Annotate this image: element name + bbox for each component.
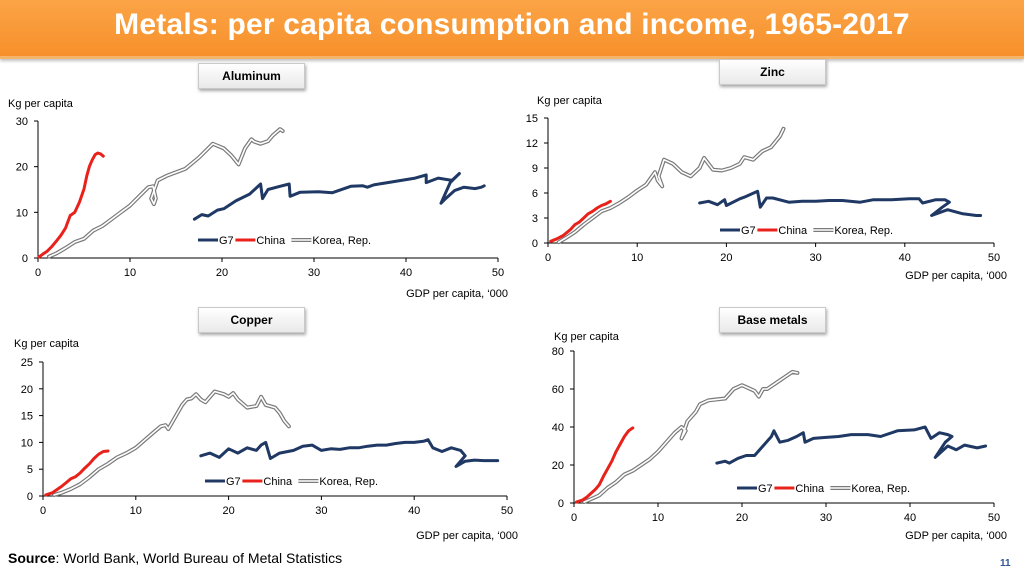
y-tick-label: 10 bbox=[21, 437, 33, 449]
x-tick-label: 0 bbox=[545, 252, 551, 264]
y-tick-label: 80 bbox=[552, 346, 564, 358]
y-tick-label: 5 bbox=[27, 464, 33, 476]
y-tick-label: 60 bbox=[552, 384, 564, 396]
series-line-g7 bbox=[715, 425, 988, 465]
x-axis-title: GDP per capita, ‘000 bbox=[905, 530, 1007, 542]
title-bar: Metals: per capita consumption and incom… bbox=[0, 0, 1024, 59]
series-line-china bbox=[44, 449, 110, 497]
series-line-g7 bbox=[199, 438, 500, 468]
legend-label-korea-rep: Korea, Rep. bbox=[312, 235, 371, 247]
series-line-g7 bbox=[192, 172, 486, 221]
source-text: : World Bank, World Bureau of Metal Stat… bbox=[55, 550, 343, 566]
x-tick-label: 40 bbox=[408, 505, 420, 517]
legend-label-g7: G7 bbox=[226, 476, 241, 488]
y-tick-label: 0 bbox=[27, 491, 33, 503]
chart-label-zinc: Zinc bbox=[719, 59, 826, 85]
y-tick-label: 25 bbox=[21, 357, 33, 369]
series-line-china bbox=[575, 426, 635, 504]
x-tick-label: 40 bbox=[899, 252, 911, 264]
x-tick-label: 0 bbox=[40, 505, 46, 517]
x-tick-label: 50 bbox=[501, 505, 513, 517]
page-number: 11 bbox=[1000, 558, 1011, 569]
legend-label-korea-rep: Korea, Rep. bbox=[319, 476, 378, 488]
y-tick-label: 0 bbox=[532, 238, 538, 250]
x-axis-title: GDP per capita, ‘000 bbox=[416, 530, 518, 542]
source-label: Source bbox=[8, 550, 56, 566]
series-line-china bbox=[549, 199, 612, 243]
x-tick-label: 30 bbox=[820, 512, 832, 524]
legend-label-g7: G7 bbox=[758, 483, 773, 495]
y-tick-label: 15 bbox=[526, 113, 538, 125]
y-tick-label: 3 bbox=[532, 213, 538, 225]
x-tick-label: 50 bbox=[492, 267, 504, 279]
chart-label-copper: Copper bbox=[198, 307, 305, 333]
source-note: Source: World Bank, World Bureau of Meta… bbox=[8, 550, 342, 566]
x-tick-label: 20 bbox=[222, 505, 234, 517]
legend-label-korea-rep: Korea, Rep. bbox=[851, 483, 910, 495]
y-axis-title: Kg per capita bbox=[8, 98, 74, 110]
series-line-g7 bbox=[698, 189, 983, 217]
series-line-china bbox=[37, 151, 105, 259]
page-title: Metals: per capita consumption and incom… bbox=[114, 8, 910, 41]
x-tick-label: 40 bbox=[904, 512, 916, 524]
y-tick-label: 40 bbox=[552, 422, 564, 434]
chart-label-aluminum: Aluminum bbox=[198, 63, 305, 89]
y-axis-title: Kg per capita bbox=[554, 331, 620, 343]
y-axis-title: Kg per capita bbox=[537, 95, 603, 107]
x-tick-label: 30 bbox=[308, 267, 320, 279]
legend-label-china: China bbox=[256, 235, 286, 247]
y-tick-label: 6 bbox=[532, 188, 538, 200]
x-tick-label: 20 bbox=[720, 252, 732, 264]
legend-label-china: China bbox=[263, 476, 293, 488]
x-tick-label: 20 bbox=[216, 267, 228, 279]
y-tick-label: 12 bbox=[526, 138, 538, 150]
x-axis-title: GDP per capita, ‘000 bbox=[406, 288, 508, 300]
y-tick-label: 30 bbox=[16, 116, 28, 128]
x-tick-label: 10 bbox=[130, 505, 142, 517]
x-tick-label: 10 bbox=[631, 252, 643, 264]
y-tick-label: 9 bbox=[532, 163, 538, 175]
x-tick-label: 50 bbox=[988, 252, 1000, 264]
x-tick-label: 50 bbox=[988, 512, 1000, 524]
x-tick-label: 10 bbox=[652, 512, 664, 524]
y-tick-label: 15 bbox=[21, 411, 33, 423]
chart-label-base-metals: Base metals bbox=[719, 307, 826, 333]
y-tick-label: 0 bbox=[558, 498, 564, 510]
series-line-korea-rep bbox=[53, 390, 290, 496]
y-tick-label: 0 bbox=[22, 253, 28, 265]
legend: G7 China Korea, Rep. bbox=[720, 225, 893, 237]
legend: G7 China Korea, Rep. bbox=[205, 476, 378, 488]
legend-label-china: China bbox=[795, 483, 825, 495]
x-tick-label: 30 bbox=[315, 505, 327, 517]
series-line-korea-rep bbox=[583, 371, 799, 503]
legend: G7 China Korea, Rep. bbox=[198, 235, 371, 247]
legend-label-china: China bbox=[778, 225, 808, 237]
series-line-korea-rep bbox=[557, 128, 785, 243]
legend: G7 China Korea, Rep. bbox=[737, 483, 910, 495]
y-tick-label: 20 bbox=[552, 460, 564, 472]
x-tick-label: 30 bbox=[809, 252, 821, 264]
x-tick-label: 10 bbox=[124, 267, 136, 279]
x-tick-label: 0 bbox=[571, 512, 577, 524]
series-line-korea-rep bbox=[48, 128, 284, 258]
legend-label-g7: G7 bbox=[219, 235, 234, 247]
y-tick-label: 20 bbox=[21, 384, 33, 396]
x-axis-title: GDP per capita, ‘000 bbox=[905, 270, 1007, 282]
legend-label-korea-rep: Korea, Rep. bbox=[834, 225, 893, 237]
x-tick-label: 20 bbox=[736, 512, 748, 524]
x-tick-label: 40 bbox=[400, 267, 412, 279]
y-axis-title: Kg per capita bbox=[14, 338, 80, 350]
legend-label-g7: G7 bbox=[741, 225, 756, 237]
y-tick-label: 10 bbox=[16, 207, 28, 219]
x-tick-label: 0 bbox=[35, 267, 41, 279]
y-tick-label: 20 bbox=[16, 162, 28, 174]
